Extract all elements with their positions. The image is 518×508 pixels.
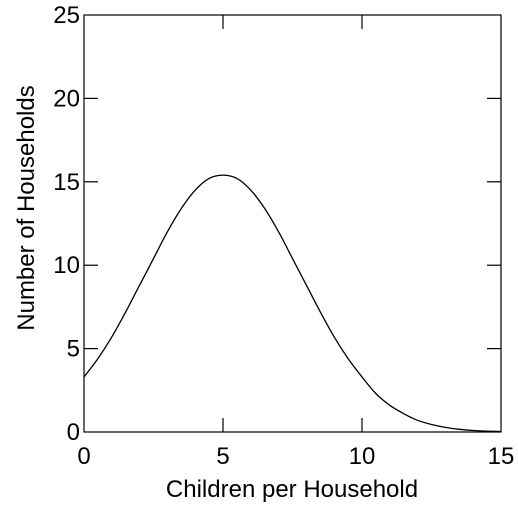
y-tick-label: 15 — [53, 169, 80, 196]
x-axis-label: Children per Household — [166, 476, 418, 503]
x-tick-label: 5 — [216, 443, 229, 470]
y-tick-label: 0 — [67, 419, 80, 446]
x-tick-label: 15 — [488, 443, 515, 470]
y-tick-label: 5 — [67, 336, 80, 363]
x-tick-label: 0 — [77, 443, 90, 470]
y-tick-label: 10 — [53, 252, 80, 279]
y-tick-label: 25 — [53, 2, 80, 29]
y-axis-label: Number of Households — [13, 85, 40, 330]
x-tick-label: 10 — [349, 443, 376, 470]
series-line — [83, 174, 502, 433]
plot-frame — [83, 14, 502, 433]
y-tick-label: 20 — [53, 85, 80, 112]
